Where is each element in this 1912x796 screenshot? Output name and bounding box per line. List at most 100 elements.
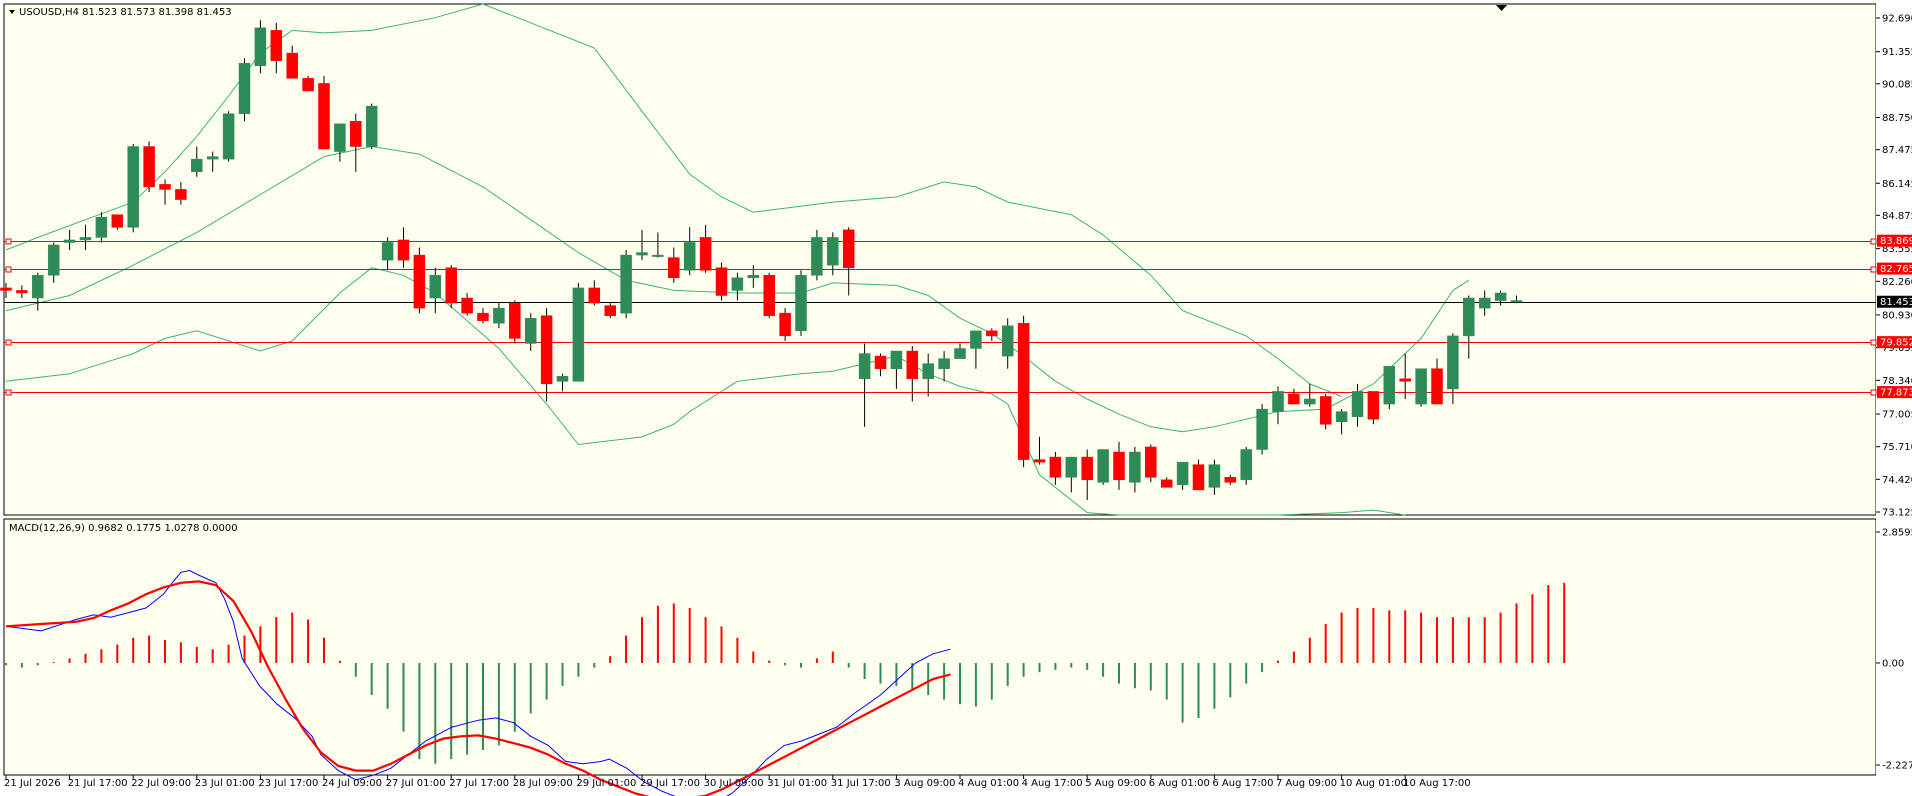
candle [954,343,966,359]
line-anchor-icon[interactable] [1870,339,1877,346]
candle [1033,436,1046,465]
line-anchor-icon[interactable] [1870,266,1877,273]
macd-line [5,569,951,796]
horizontal-lines[interactable] [4,238,1877,396]
candle [175,181,187,205]
symbol-menu-icon[interactable] [9,10,15,14]
time-axis: 21 Jul 2026 21 Jul 17:00 22 Jul 09:00 23 Ju… [4,775,1471,789]
candle [970,330,982,369]
candle [1145,444,1157,483]
current-price-label: 81.453 [1880,297,1912,308]
candle [1447,333,1459,405]
candle [922,353,934,397]
bear-candle-body [0,287,12,291]
candle [1319,393,1332,430]
line-price-badge [1877,336,1912,349]
line-price-badge [1877,234,1912,247]
candle [1383,365,1396,410]
line-anchor-icon[interactable] [5,266,12,273]
candle [1017,315,1030,468]
time-tick-label: 21 Jul 17:00 [68,778,128,789]
price-tick-label: 80.930 [1882,310,1912,321]
line-anchor-icon[interactable] [5,238,12,245]
candle [32,272,44,311]
price-tick-label: 73.125 [1882,508,1912,519]
line-anchor-icon[interactable] [1870,389,1877,396]
line-price-label: 83.869 [1880,236,1912,247]
bull-candle-body [95,216,108,238]
bull-candle-body [1335,411,1348,422]
candle [858,343,871,427]
bear-candle-body [1288,393,1300,405]
line-price-label: 82.765 [1880,264,1912,275]
candle [1049,452,1062,485]
macd-lines [5,569,951,796]
bull-candle-body [1447,335,1459,390]
candle [381,237,394,271]
line-anchor-icon[interactable] [5,389,12,396]
candle [318,75,330,150]
candle [620,250,632,319]
candle [493,303,505,329]
macd-tick-label: 2.8595 [1882,528,1912,539]
time-tick-label: 29 Jul 01:00 [576,778,636,789]
bear-candle-body [413,254,426,309]
line-anchor-icon[interactable] [1870,238,1877,245]
candle [79,224,92,251]
bull-candle-body [1097,449,1109,483]
shift-marker-icon[interactable] [1496,5,1507,11]
main-chart-area[interactable] [3,3,1877,516]
candle [1478,290,1491,316]
macd-tick-label: 0.00 [1882,658,1904,669]
bull-candle-body [731,277,744,291]
candle [143,141,155,192]
bear-candle-body [111,214,124,228]
bear-candle-body [175,189,187,200]
candle [1208,459,1221,495]
signal-line [5,580,951,796]
candle [1351,383,1364,427]
candle [811,229,823,281]
bear-candle-body [1431,368,1443,405]
bear-candle-body [16,290,28,294]
bull-candle-body [556,376,569,382]
bull-candle-body [858,353,871,380]
candle [127,143,139,233]
price-axis: 92.690 91.355 90.085 88.750 87.475 86.145 84.8… [1876,14,1912,519]
bear-candle-body [302,78,314,92]
bear-candle-body [699,237,712,271]
bull-candle-body [334,123,346,152]
bull-candle-body [191,158,203,173]
bull-candle-body [1304,398,1316,405]
candle [445,265,457,309]
candle [699,224,712,273]
bull-candle-body [811,237,823,276]
line-anchor-icon[interactable] [5,339,12,346]
bull-candle-body [890,350,903,369]
candle [890,350,903,389]
bear-candle-body [874,355,887,369]
bull-candle-body [1494,292,1507,301]
bull-candle-body [620,254,632,314]
bull-candle-body [238,62,251,114]
price-tick-label: 74.420 [1882,475,1912,486]
bull-candle-body [747,275,760,279]
price-tick-label: 88.750 [1882,113,1912,124]
candle [286,45,298,79]
time-tick-label: 30 Jul 09:00 [704,778,764,789]
macd-chart-area[interactable] [3,518,1877,776]
bear-candle-body [763,275,775,316]
price-tick-label: 87.475 [1882,145,1912,156]
bear-candle-body [986,330,998,337]
candle [588,280,601,306]
time-tick-label: 6 Aug 01:00 [1149,778,1210,789]
line-price-label: 79.852 [1880,338,1912,349]
bull-candle-body [365,105,378,147]
candle [524,313,537,352]
candles [0,20,1523,501]
candle [206,151,219,172]
candle [1431,358,1443,405]
